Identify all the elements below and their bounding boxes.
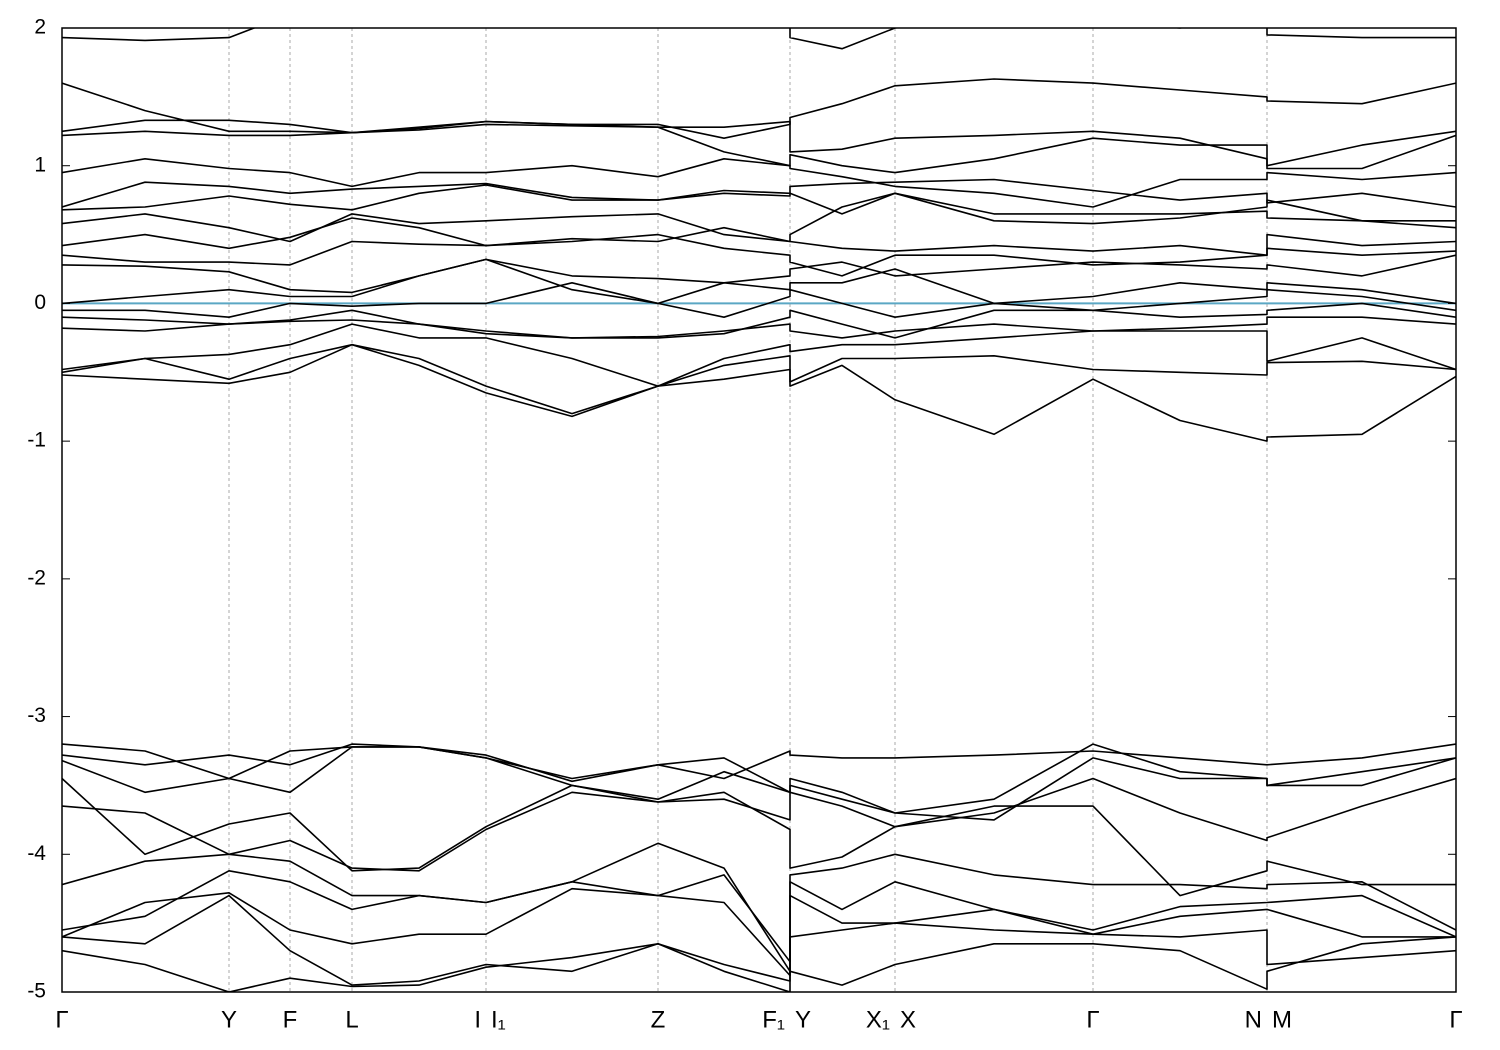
band-line — [62, 743, 1456, 780]
x-tick-label: Γ — [55, 1006, 68, 1033]
axes: 2 1 0 -1 -2 -3 -4 -5 Γ Y F L I I₁ Z F₁ Y X₁ X Γ N M Γ — [27, 16, 1462, 1034]
x-tick-label: Y — [221, 1006, 237, 1033]
band-line — [62, 282, 1456, 318]
band-line — [62, 184, 1456, 225]
band-line — [62, 936, 1456, 992]
y-tick-label: -2 — [27, 566, 46, 589]
band-line — [62, 887, 1456, 977]
x-tick-label: Y — [795, 1006, 811, 1033]
x-tick-label: M — [1272, 1006, 1292, 1033]
band-line — [62, 791, 1456, 897]
x-tick-label: I — [474, 1006, 481, 1033]
band-line — [62, 842, 1456, 973]
y-tick-label: 1 — [34, 153, 46, 176]
band-line — [62, 120, 1456, 167]
x-tick-label: X — [900, 1006, 916, 1033]
band-line — [62, 343, 1456, 442]
x-tick-label: I₁ — [491, 1006, 506, 1033]
band-line — [62, 217, 1456, 256]
y-tick-label: -3 — [27, 704, 46, 727]
x-tick-label: Γ — [1086, 1006, 1099, 1033]
x-tick-label: F — [283, 1006, 298, 1033]
y-tick-label: 0 — [34, 291, 46, 314]
y-tick-label: -5 — [27, 980, 46, 1003]
x-tick-label: F₁ — [762, 1006, 785, 1033]
x-tick-label: N — [1245, 1006, 1262, 1033]
x-tick-label: Z — [651, 1006, 666, 1033]
bands — [62, 28, 1456, 992]
band-line — [62, 302, 1456, 339]
x-tick-label: Γ — [1449, 1006, 1462, 1033]
y-tick-label: -4 — [27, 842, 46, 865]
band-line — [62, 178, 1456, 208]
band-line — [62, 254, 1456, 294]
y-tick-label: -1 — [27, 429, 46, 452]
band-line — [62, 323, 1456, 387]
y-tick-label: 2 — [34, 16, 46, 39]
band-line — [62, 158, 1456, 208]
band-line — [62, 316, 1456, 339]
plot-frame — [61, 27, 1457, 993]
x-tick-label: L — [345, 1006, 358, 1033]
band-line — [62, 233, 1456, 277]
band-line — [62, 777, 1456, 872]
x-tick-label: X₁ — [866, 1006, 890, 1033]
